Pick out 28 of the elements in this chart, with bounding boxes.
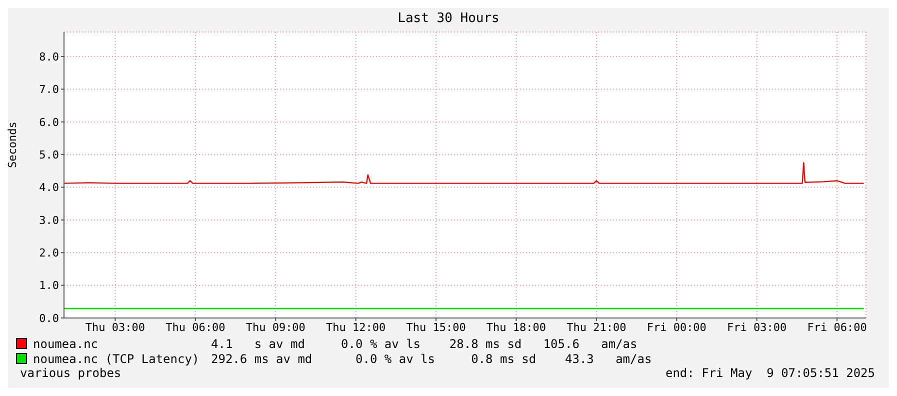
y-tick-label: 4.0 <box>39 181 59 194</box>
x-tick-label: Thu 15:00 <box>406 320 466 334</box>
x-tick-label: Thu 09:00 <box>246 320 306 334</box>
x-tick-label: Thu 21:00 <box>566 320 626 334</box>
chart-title: Last 30 Hours <box>396 10 500 28</box>
text: end: Fri May 9 07:05:51 2025 <box>665 366 875 380</box>
y-tick-label: 2.0 <box>39 246 59 260</box>
y-tick-label: 3.0 <box>39 214 59 227</box>
x-tick-label: Thu 12:00 <box>326 320 386 334</box>
y-tick-label: 8.0 <box>39 50 59 64</box>
text: various probes <box>20 366 122 380</box>
text: 4.1 s av md 0.0 % av ls 28.8 ms sd 105.6 am/as <box>211 336 638 350</box>
x-tick-label: Thu 18:00 <box>486 320 546 334</box>
x-tick-label: Fri 00:00 <box>646 320 706 334</box>
y-tick-label: 1.0 <box>39 279 59 292</box>
y-tick-label: 5.0 <box>39 148 59 162</box>
y-tick-label: 7.0 <box>39 83 59 96</box>
x-tick-label: Thu 06:00 <box>166 320 226 334</box>
line-series <box>64 162 864 184</box>
legend-label: noumea.nc (TCP Latency) <box>33 352 200 366</box>
y-tick-label: 6.0 <box>39 116 59 129</box>
legend-label: noumea.nc <box>33 336 100 350</box>
x-tick-label: Fri 06:00 <box>807 320 867 334</box>
x-tick-label: Thu 03:00 <box>85 320 146 334</box>
x-tick-label: Fri 03:00 <box>727 320 787 334</box>
text: 292.6 ms av md 0.0 % av ls 0.8 ms sd 43.3 am/as <box>211 352 652 366</box>
y-tick-label: 0.0 <box>39 312 59 325</box>
y-axis-title: Seconds <box>6 122 19 168</box>
